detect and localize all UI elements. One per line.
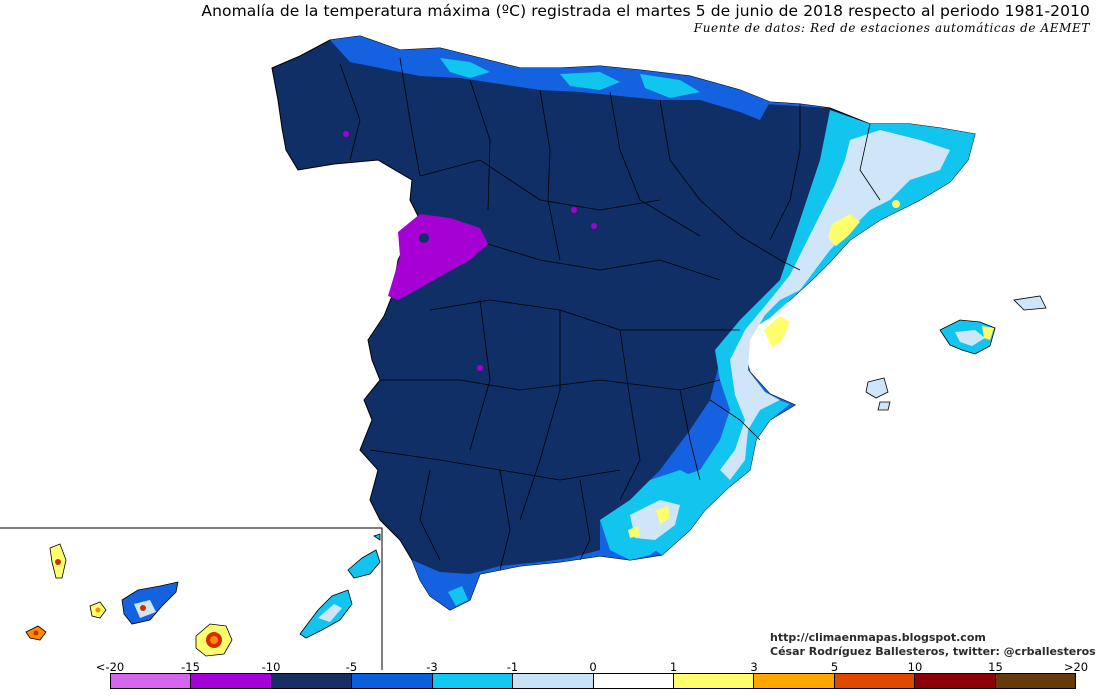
warm-anomaly-tarragona <box>828 214 860 246</box>
cold-spot-zamora-center <box>419 233 429 243</box>
legend-tick-label: >20 <box>1063 660 1089 674</box>
north-coast-blue-band <box>330 36 770 120</box>
legend-swatch <box>995 674 1076 688</box>
province-boundaries <box>339 57 881 571</box>
legend-swatch <box>271 674 353 688</box>
legend-swatch <box>834 674 916 688</box>
legend-tick-label: 15 <box>988 660 1003 674</box>
credits-website: http://climaenmapas.blogspot.com <box>770 631 986 644</box>
canary-inset-frame <box>0 527 383 670</box>
legend-swatch <box>915 674 996 688</box>
data-source: Fuente de datos: Red de estaciones autom… <box>693 21 1090 35</box>
cold-spot-caceres <box>477 365 483 371</box>
legend-swatch <box>673 674 755 688</box>
legend-swatch <box>191 674 272 688</box>
legend-tick-label: -1 <box>506 660 519 674</box>
legend-tick-label: -15 <box>181 660 200 674</box>
legend-tick-label: 0 <box>589 660 597 674</box>
cold-spot-ourense <box>343 131 349 137</box>
island-ibiza <box>865 377 889 399</box>
temperature-anomaly-map <box>0 35 1047 670</box>
legend-tick-label: -5 <box>345 660 358 674</box>
legend-tick-label: -10 <box>261 660 281 674</box>
legend-tick-label: -3 <box>426 660 438 674</box>
credits: http://climaenmapas.blogspot.com César R… <box>770 631 1096 659</box>
warm-anomaly-valencia <box>764 316 790 348</box>
legend-swatch <box>111 674 192 688</box>
legend-swatch <box>352 674 433 688</box>
warm-anomaly-almeria <box>628 506 670 538</box>
legend-swatch <box>593 674 674 688</box>
legend-swatch <box>432 674 514 688</box>
south-coast-cyan <box>448 586 468 606</box>
legend-swatch <box>513 674 594 688</box>
legend-tick-label: 5 <box>830 660 839 674</box>
canary-islands <box>25 533 381 657</box>
island-menorca <box>1013 295 1047 311</box>
legend-tick-label: 3 <box>750 660 758 674</box>
island-lanzarote <box>347 549 381 579</box>
island-mallorca-warm <box>982 326 994 340</box>
cold-spot-palencia <box>571 207 577 213</box>
legend-tick-label: <-20 <box>95 660 125 674</box>
legend-color-bar <box>110 673 1076 689</box>
warm-anomaly-girona <box>892 200 900 208</box>
color-legend: <-20 -15 -10 -5 -3 -1 0 1 3 5 10 15 >20 <box>0 660 1098 696</box>
cold-anomaly-zamora <box>388 214 488 300</box>
legend-tick-label: 1 <box>669 660 678 674</box>
balearic-islands <box>865 295 1047 411</box>
credits-author: César Rodríguez Ballesteros, twitter: @c… <box>770 645 1096 658</box>
north-coast-cyan-spots <box>440 58 700 98</box>
island-mallorca-pale <box>955 330 985 346</box>
cold-spot-burgos <box>591 223 597 229</box>
island-formentera <box>877 401 891 411</box>
east-pale-blue-region <box>720 130 950 480</box>
map-title: Anomalía de la temperatura máxima (ºC) r… <box>201 2 1090 20</box>
legend-swatch <box>754 674 835 688</box>
legend-tick-label: 10 <box>907 660 923 674</box>
